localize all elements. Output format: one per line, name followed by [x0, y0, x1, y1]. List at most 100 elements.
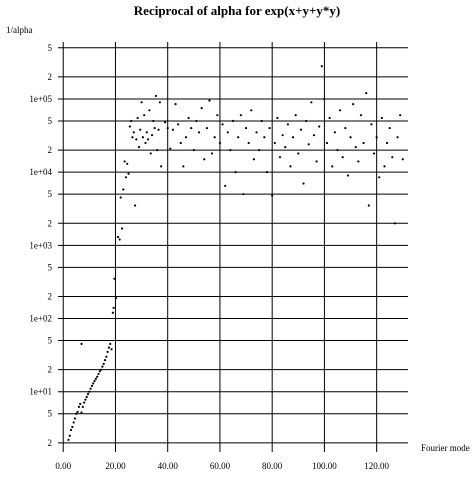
data-point: [123, 160, 126, 163]
data-point: [237, 136, 240, 139]
data-point: [362, 141, 365, 145]
y-tick-label: 5: [48, 189, 53, 199]
data-point: [344, 126, 347, 130]
data-point: [386, 141, 389, 145]
data-point: [203, 158, 206, 161]
data-point: [152, 119, 155, 123]
data-point: [80, 342, 83, 345]
y-tick-label: 5: [48, 409, 53, 419]
x-tick-label: 100.00: [312, 461, 337, 471]
data-point: [284, 145, 287, 149]
x-tick-label: 20.00: [105, 461, 126, 471]
y-tick-label: 5: [48, 43, 53, 53]
data-point: [383, 165, 386, 168]
data-point: [213, 136, 216, 139]
data-point: [141, 136, 144, 139]
data-point: [88, 390, 91, 393]
data-point: [190, 126, 193, 130]
data-point: [163, 121, 167, 124]
data-point: [156, 149, 159, 152]
data-point: [221, 123, 224, 126]
data-point: [396, 136, 399, 139]
data-point: [122, 188, 125, 191]
data-point: [128, 125, 131, 128]
data-point: [357, 160, 360, 163]
data-point: [286, 123, 289, 126]
data-point: [107, 346, 111, 349]
data-point: [252, 158, 255, 161]
grid-lines: [58, 42, 408, 452]
data-point: [302, 182, 305, 185]
data-point: [231, 119, 235, 123]
data-point: [224, 184, 227, 187]
y-tick-label: 1e+04: [29, 167, 52, 177]
x-tick-label: 120.00: [364, 461, 389, 471]
y-tick-label: 2: [48, 145, 53, 155]
y-tick-label: 2: [48, 291, 53, 301]
data-point: [291, 136, 295, 139]
data-point: [320, 65, 323, 68]
y-tick-label: 1e+05: [29, 94, 52, 104]
y-tick-label: 2: [48, 438, 53, 448]
data-point: [336, 149, 339, 152]
data-point: [393, 222, 397, 225]
y-tick-label: 1e+01: [29, 387, 52, 397]
data-point: [75, 412, 78, 415]
y-tick-label: 2: [48, 218, 53, 228]
data-point: [299, 128, 303, 131]
data-point: [352, 103, 355, 106]
data-point: [131, 136, 134, 139]
data-point: [86, 392, 90, 396]
data-point: [116, 235, 120, 239]
data-point: [98, 370, 101, 373]
data-point: [105, 355, 108, 358]
data-point: [331, 165, 334, 168]
data-point: [143, 114, 146, 117]
data-point: [89, 387, 92, 390]
data-point: [166, 126, 169, 130]
data-point: [234, 171, 237, 174]
data-point: [109, 342, 112, 345]
data-point: [265, 171, 269, 174]
data-point: [349, 136, 352, 139]
data-point: [359, 114, 363, 117]
data-point: [92, 382, 95, 385]
data-point: [160, 165, 163, 168]
data-point: [263, 136, 266, 139]
data-point: [133, 204, 137, 207]
data-point: [226, 131, 229, 134]
data-point: [211, 152, 214, 155]
data-point: [171, 128, 175, 131]
data-point: [338, 109, 342, 112]
data-point: [111, 311, 114, 314]
data-point: [391, 156, 394, 159]
data-point: [229, 149, 232, 152]
data-point: [260, 119, 263, 123]
data-point: [137, 145, 141, 149]
chart-title: Reciprocal of alpha for exp(x+y+y*y): [134, 3, 340, 18]
data-point: [124, 176, 128, 179]
data-point: [205, 126, 208, 130]
data-point: [375, 136, 378, 139]
data-point: [93, 379, 96, 383]
data-point: [388, 126, 391, 130]
data-point: [289, 165, 292, 168]
data-point: [333, 131, 336, 134]
data-point: [315, 160, 318, 163]
data-point: [184, 136, 188, 139]
data-point: [276, 116, 279, 120]
data-point: [346, 174, 350, 177]
data-point: [367, 204, 370, 207]
data-point: [305, 119, 308, 123]
data-point: [268, 126, 271, 130]
data-point: [192, 149, 195, 152]
data-point: [174, 103, 177, 106]
data-point: [73, 417, 77, 420]
data-point: [216, 114, 219, 117]
data-point: [179, 141, 182, 145]
data-point: [239, 114, 242, 117]
data-point: [247, 141, 250, 145]
data-point: [258, 149, 261, 152]
data-point: [140, 101, 143, 104]
